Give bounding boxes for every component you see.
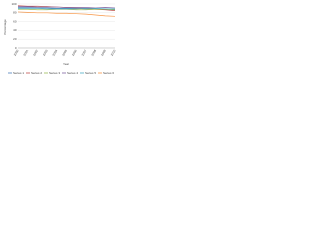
y-tick-label: 0: [15, 46, 17, 50]
legend-label: Series 6: [103, 71, 114, 75]
series-line: [17, 11, 116, 17]
x-tick-label: 2003: [42, 49, 49, 57]
x-tick-label: 2005: [61, 49, 68, 57]
legend-label: Series 5: [85, 71, 96, 75]
y-tick-label: 80: [13, 11, 17, 15]
legend-label: Series 4: [67, 71, 78, 75]
y-tick-label: 100: [11, 2, 16, 6]
y-tick-label: 60: [13, 19, 17, 23]
x-tick-label: 2002: [32, 49, 39, 57]
legend-label: Series 3: [49, 71, 60, 75]
x-tick-label: 2008: [90, 49, 97, 57]
y-axis-label: Percentage: [3, 19, 7, 35]
chart: Percentage Year 0 20 40 60 80 100 2000 2001 2002…: [0, 0, 119, 80]
x-axis-label: Year: [63, 62, 69, 66]
x-tick-label: 2000: [13, 49, 20, 57]
x-tick-label: 2007: [81, 49, 88, 57]
background: [0, 0, 119, 80]
x-tick-label: 2010: [110, 49, 117, 57]
x-tick-label: 2009: [100, 49, 107, 57]
y-tick-label: 40: [13, 28, 17, 32]
legend-label: Series 2: [31, 71, 42, 75]
y-tick-label: 20: [13, 37, 17, 41]
legend-label: Series 1: [13, 71, 24, 75]
series-line: [18, 6, 116, 9]
x-tick-label: 2004: [52, 49, 59, 57]
x-tick-label: 2001: [22, 49, 29, 57]
x-tick-label: 2006: [71, 49, 78, 57]
